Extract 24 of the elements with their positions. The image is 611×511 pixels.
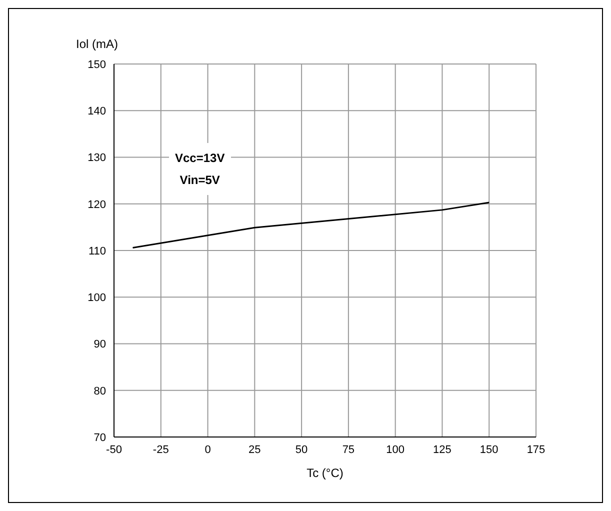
y-tick-label: 130 — [88, 152, 106, 164]
y-tick-label: 140 — [88, 106, 106, 118]
x-tick-label: -25 — [152, 444, 169, 456]
y-tick-label: 90 — [94, 338, 106, 351]
line-series — [132, 202, 490, 248]
y-tick-label: 100 — [88, 292, 106, 304]
x-tick-label: 0 — [204, 444, 211, 456]
x-tick-label: 175 — [526, 444, 546, 456]
y-axis-title: Iol (mA) — [76, 37, 118, 51]
y-tick-label: 110 — [88, 245, 106, 258]
x-tick-label: 50 — [295, 444, 308, 456]
x-tick-label: 100 — [386, 444, 405, 456]
y-tick-label: 150 — [88, 58, 106, 71]
annotation: Vcc=13V — [175, 150, 225, 167]
x-tick-label: 25 — [248, 444, 261, 456]
x-tick-label: 150 — [480, 444, 498, 456]
y-tick-label: 80 — [94, 385, 106, 398]
y-tick-label: 120 — [88, 198, 106, 211]
x-axis-title: Tc (°C) — [306, 466, 344, 480]
x-tick-label: 125 — [433, 444, 452, 456]
x-tick-label: -50 — [106, 444, 122, 456]
y-tick-label: 70 — [94, 432, 106, 444]
annotation: Vin=5V — [178, 172, 221, 189]
x-tick-label: 75 — [342, 444, 355, 456]
